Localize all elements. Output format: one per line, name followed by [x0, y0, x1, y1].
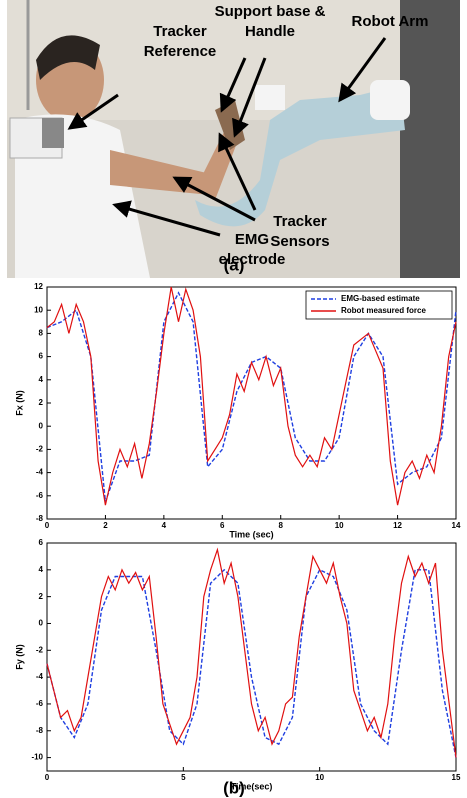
x-tick-label: 12	[393, 521, 402, 530]
photo-labels: Tracker Reference Support base & Handle Robo…	[144, 3, 429, 268]
photo-label: Reference	[144, 43, 217, 60]
x-tick-label: 4	[162, 521, 167, 530]
plot-area	[46, 542, 457, 772]
data-line	[46, 286, 457, 506]
y-tick-label: 4	[39, 375, 44, 384]
arrow	[67, 93, 119, 130]
y-tick-label: -6	[36, 491, 44, 500]
arrow	[219, 57, 247, 113]
y-axis-label: Fy (N)	[14, 644, 24, 670]
y-tick-label: 0	[39, 619, 44, 628]
y-tick-label: -6	[36, 699, 44, 708]
photo-label: EMG	[235, 231, 269, 248]
x-tick-label: 0	[45, 521, 50, 530]
y-tick-label: 2	[39, 592, 44, 601]
y-tick-label: -8	[36, 514, 44, 523]
legend-label: EMG-based estimate	[341, 294, 420, 303]
y-tick-label: -4	[36, 672, 44, 681]
photo-label: Robot Arm	[352, 13, 429, 30]
y-tick-label: -2	[36, 645, 44, 654]
legend	[305, 290, 453, 320]
x-tick-label: 5	[181, 773, 186, 782]
x-tick-label: 10	[335, 521, 344, 530]
arrow	[232, 57, 267, 138]
x-tick-label: 8	[278, 521, 283, 530]
x-axis-label: Time(sec)	[231, 781, 273, 791]
x-tick-label: 15	[452, 773, 461, 782]
data-line	[46, 547, 457, 758]
x-tick-label: 14	[452, 521, 461, 530]
x-axis-label: Time (sec)	[229, 529, 273, 539]
photo-label: Sensors	[270, 233, 329, 250]
x-tick-label: 2	[103, 521, 108, 530]
arrow	[338, 37, 387, 103]
panel-label: (b)	[223, 778, 245, 797]
arrow	[112, 200, 221, 237]
x-tick-label: 0	[45, 773, 50, 782]
photo-label: Handle	[245, 23, 295, 40]
panel-label: (a)	[224, 255, 245, 274]
y-tick-label: -4	[36, 468, 44, 477]
y-tick-label: 6	[39, 352, 44, 361]
arrow	[218, 132, 257, 211]
y-tick-label: 0	[39, 421, 44, 430]
y-tick-label: 12	[34, 282, 43, 291]
y-axis-label: Fx (N)	[14, 390, 24, 416]
y-tick-label: -8	[36, 726, 44, 735]
photo-label: Tracker	[273, 213, 327, 230]
data-line	[46, 568, 457, 758]
photo-label: Support base &	[215, 3, 326, 20]
legend-label: Robot measured force	[341, 306, 426, 315]
y-tick-label: 4	[39, 565, 44, 574]
y-tick-label: 8	[39, 329, 44, 338]
y-tick-label: 6	[39, 538, 44, 547]
arrow	[172, 176, 256, 222]
photo	[7, 0, 460, 278]
y-tick-label: 10	[34, 305, 43, 314]
y-tick-label: -2	[36, 445, 44, 454]
x-tick-label: 6	[220, 521, 225, 530]
y-tick-label: 2	[39, 398, 44, 407]
photo-label: Tracker	[153, 23, 207, 40]
x-tick-label: 10	[315, 773, 324, 782]
photo-label: electrode	[219, 251, 286, 268]
y-tick-label: -10	[31, 753, 43, 762]
